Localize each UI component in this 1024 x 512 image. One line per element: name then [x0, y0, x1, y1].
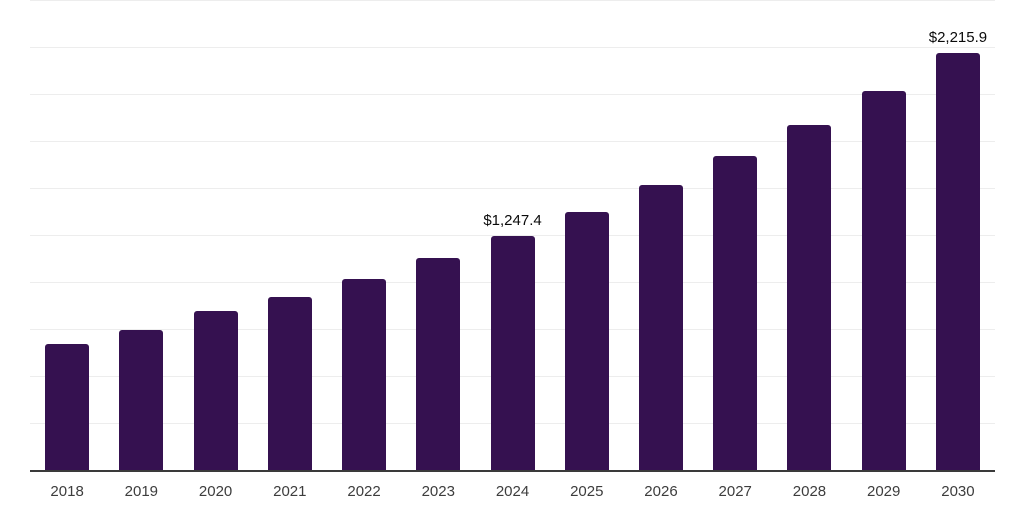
- x-tick-label-2023: 2023: [421, 483, 455, 500]
- x-tick-label-2029: 2029: [867, 483, 901, 500]
- bar-2029[interactable]: [861, 91, 906, 470]
- bar-slot-2026: [624, 0, 698, 470]
- bar-2023[interactable]: [416, 257, 461, 470]
- bar-2021[interactable]: [267, 297, 312, 470]
- x-tick-label-2028: 2028: [792, 483, 827, 500]
- bar-slot-2028: [772, 0, 846, 470]
- x-tick-label-2024: 2024: [495, 483, 530, 500]
- x-tick-label-2026: 2026: [644, 483, 678, 500]
- bar-slot-2025: [550, 0, 624, 470]
- bar-2026[interactable]: [638, 185, 683, 470]
- bar-2028[interactable]: [787, 125, 832, 470]
- data-label-2024: $1,247.4: [483, 211, 542, 229]
- bar-2020[interactable]: [193, 310, 238, 470]
- bar-slot-2018: [30, 0, 104, 470]
- bar-slot-2022: [327, 0, 401, 470]
- x-tick-label-2019: 2019: [124, 483, 159, 500]
- bar-2022[interactable]: [342, 279, 387, 470]
- x-axis-tick-labels: 2018 2019 2020 2021 2022 2023 2024 2025 2026 2027…: [30, 484, 995, 499]
- bar-slot-2023: [401, 0, 475, 470]
- x-tick-label-2020: 2020: [198, 483, 233, 500]
- x-tick-label-2018: 2018: [50, 483, 84, 500]
- data-label-2030: $2,215.9: [928, 29, 988, 47]
- bar-2018[interactable]: [45, 344, 90, 470]
- bar-slot-2021: [253, 0, 327, 470]
- bar-slot-2020: [178, 0, 252, 470]
- bar-slot-2024: $1,247.4: [475, 0, 549, 470]
- x-tick-label-2027: 2027: [718, 483, 752, 500]
- x-tick-label-2021: 2021: [273, 483, 307, 500]
- bar-2027[interactable]: [713, 156, 758, 470]
- bar-slot-2030: $2,215.9: [921, 0, 995, 470]
- bar-2025[interactable]: [564, 212, 609, 470]
- bar-2019[interactable]: [119, 329, 164, 470]
- x-tick-label-2022: 2022: [347, 483, 381, 500]
- x-axis-line: [30, 470, 995, 472]
- x-tick-label-2025: 2025: [570, 483, 604, 500]
- bar-2030[interactable]: [935, 53, 980, 470]
- x-tick-label-2030: 2030: [941, 483, 975, 500]
- bar-2024[interactable]: [490, 235, 535, 470]
- bar-slot-2019: [104, 0, 178, 470]
- bar-slot-2027: [698, 0, 772, 470]
- plot-area: $1,247.4 $2,215.9: [30, 0, 995, 470]
- bar-slot-2029: [847, 0, 921, 470]
